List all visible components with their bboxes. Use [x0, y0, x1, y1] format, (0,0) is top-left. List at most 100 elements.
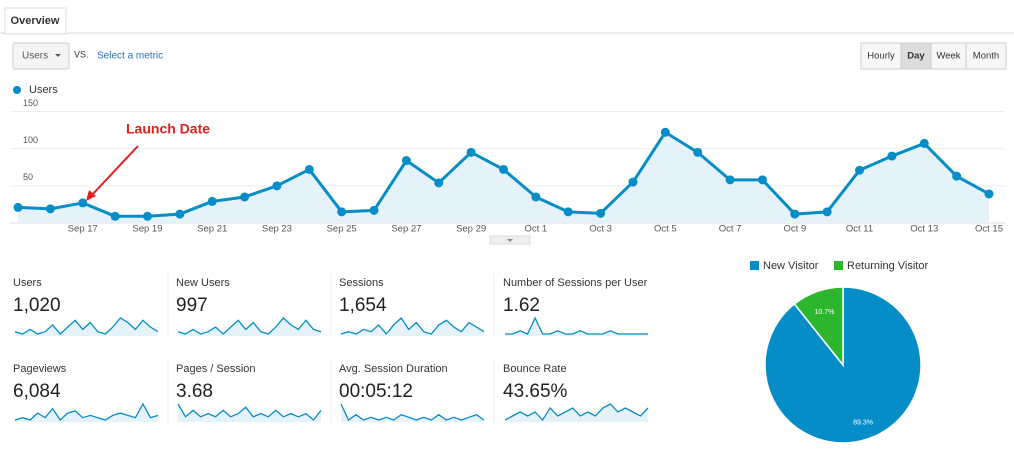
- annotation-arrowhead: [86, 190, 96, 201]
- metric-value: 1,654: [339, 295, 387, 316]
- data-point: [466, 147, 476, 157]
- granularity-button-label: Month: [973, 51, 999, 62]
- metric-value: 997: [176, 295, 208, 316]
- metric-label: Bounce Rate: [503, 363, 567, 375]
- legend-swatch: [750, 261, 759, 270]
- range-handle-caret: [507, 239, 513, 242]
- data-point: [596, 208, 606, 218]
- tab-label: Overview: [11, 15, 60, 27]
- sparkline: [177, 403, 322, 421]
- granularity-buttons: Hourly Day Week Month: [860, 42, 1007, 70]
- data-point: [240, 192, 250, 202]
- metric-value: 1.62: [503, 295, 540, 316]
- pie-value-label: 10.7%: [815, 309, 835, 316]
- data-point: [272, 181, 282, 191]
- metric-label: New Users: [176, 277, 230, 289]
- data-point: [499, 164, 508, 174]
- line-chart: Users 50 100 150 Sep 17 Sep 19 Sep 21 Sep 23 Sep…: [10, 84, 1005, 235]
- metric-value: 00:05:12: [339, 381, 413, 402]
- x-tick-label: Oct 9: [783, 224, 806, 235]
- sparkline: [504, 403, 649, 422]
- x-tick-label: Sep 23: [262, 224, 292, 235]
- data-point: [693, 147, 703, 157]
- legend-label: Returning Visitor: [847, 260, 928, 272]
- metric-label: Users: [13, 277, 42, 289]
- sparkline: [14, 317, 159, 335]
- annotation: Launch Date: [126, 121, 210, 137]
- granularity-button-label: Day: [907, 51, 925, 62]
- x-tick-label: Sep 25: [327, 224, 357, 235]
- data-point: [13, 202, 23, 212]
- metric-value: 1,020: [13, 295, 61, 316]
- data-point: [110, 211, 120, 221]
- metric-dropdown-label: Users: [22, 51, 48, 62]
- legend-marker: [13, 86, 21, 94]
- metric-dropdown[interactable]: [12, 42, 70, 70]
- metric-value: 43.65%: [503, 381, 568, 402]
- vs-label: VS.: [74, 49, 89, 59]
- x-tick-label: Oct 13: [910, 224, 938, 235]
- sparkline: [177, 317, 322, 335]
- annotation-arrow: [90, 145, 139, 197]
- dropdown-caret: [55, 54, 61, 57]
- legend-label: New Visitor: [763, 260, 819, 272]
- x-tick-label: Oct 5: [654, 224, 677, 235]
- sparkline-area: [178, 318, 321, 336]
- sparkline-area: [15, 404, 158, 422]
- y-tick-label: 150: [23, 98, 38, 108]
- data-point: [401, 156, 411, 166]
- sparkline-area: [341, 404, 484, 422]
- sparkline-area: [341, 318, 484, 336]
- data-point: [304, 164, 314, 174]
- data-point: [45, 204, 55, 214]
- data-point: [984, 189, 994, 199]
- data-point: [369, 205, 379, 215]
- metrics-grid: Users 1,020 New Users 997 Sessions 1,654 Numbe…: [13, 273, 649, 424]
- sparkline: [505, 316, 648, 335]
- pie-chart: New Visitor Returning Visitor 89.3% 10.7%: [750, 260, 928, 444]
- data-point: [660, 127, 670, 137]
- metric-value: 6,084: [13, 381, 61, 402]
- data-point: [790, 209, 800, 219]
- granularity-button[interactable]: [965, 42, 1007, 70]
- tab[interactable]: [4, 7, 67, 35]
- x-tick-label: Oct 7: [719, 224, 742, 235]
- granularity-button-label: Week: [936, 51, 960, 62]
- data-point: [919, 138, 929, 148]
- metric-label: Pageviews: [13, 363, 67, 375]
- metric-label: Avg. Session Duration: [339, 363, 448, 375]
- x-tick-label: Oct 1: [525, 224, 548, 235]
- metric-label: Pages / Session: [176, 363, 256, 375]
- sparkline-area: [15, 318, 158, 336]
- data-point: [887, 151, 897, 161]
- data-point: [531, 192, 541, 202]
- y-tick-label: 100: [23, 135, 38, 145]
- sparkline-area: [505, 404, 648, 422]
- pie-value-label: 89.3%: [853, 419, 873, 426]
- x-tick-label: Oct 3: [589, 224, 612, 235]
- data-point: [757, 175, 767, 185]
- sparkline: [14, 402, 159, 421]
- data-point: [434, 178, 444, 188]
- data-point: [142, 211, 152, 221]
- x-tick-label: Oct 11: [846, 224, 873, 235]
- sparkline: [340, 317, 485, 336]
- granularity-button[interactable]: [930, 42, 967, 70]
- x-tick-label: Oct 15: [975, 224, 1003, 235]
- metric-label: Number of Sessions per User: [503, 277, 648, 289]
- data-point: [207, 196, 217, 206]
- data-point: [822, 207, 832, 217]
- x-tick-label: Sep 27: [391, 224, 421, 235]
- data-point: [725, 175, 735, 185]
- metric-label: Sessions: [339, 277, 384, 289]
- legend-swatch: [834, 261, 843, 270]
- metric-value: 3.68: [176, 381, 213, 402]
- data-point: [855, 165, 865, 175]
- x-tick-label: Sep 21: [197, 224, 227, 235]
- data-point: [563, 207, 573, 217]
- series-area: [18, 132, 989, 223]
- data-point: [952, 171, 962, 181]
- select-metric-link[interactable]: Select a metric: [97, 51, 163, 62]
- data-point: [628, 177, 638, 187]
